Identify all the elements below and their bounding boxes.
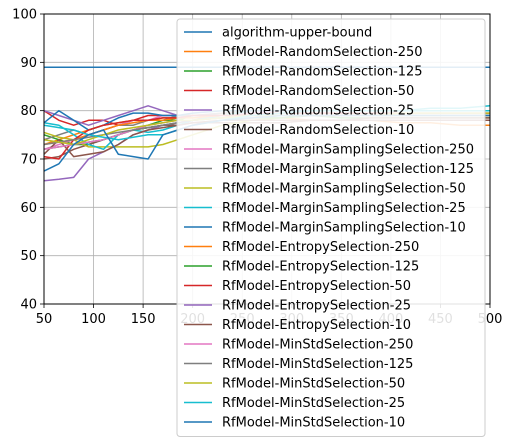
y-tick-label: 100 — [12, 8, 37, 23]
legend-label: RfModel-MarginSamplingSelection-10 — [222, 221, 466, 236]
legend-label: RfModel-MinStdSelection-250 — [222, 338, 413, 353]
legend-box — [176, 18, 486, 437]
legend-label: RfModel-MarginSamplingSelection-125 — [222, 162, 474, 177]
x-tick-label: 150 — [131, 312, 156, 327]
y-tick-label: 60 — [20, 201, 37, 216]
y-tick-label: 90 — [20, 56, 37, 71]
legend-label: RfModel-EntropySelection-250 — [222, 240, 419, 255]
legend-label: RfModel-MinStdSelection-25 — [222, 396, 405, 411]
legend-label: RfModel-EntropySelection-25 — [222, 299, 411, 314]
legend-label: RfModel-RandomSelection-50 — [222, 84, 414, 99]
x-tick-label: 50 — [36, 312, 53, 327]
legend-label: RfModel-RandomSelection-125 — [222, 65, 423, 80]
y-tick-label: 50 — [20, 249, 37, 264]
y-tick-label: 80 — [20, 104, 37, 119]
legend-label: RfModel-MinStdSelection-50 — [222, 377, 405, 392]
legend-label: RfModel-MarginSamplingSelection-50 — [222, 182, 466, 197]
legend: algorithm-upper-bound RfModel-RandomSelec… — [176, 18, 486, 437]
legend-label: RfModel-MinStdSelection-10 — [222, 416, 405, 431]
legend-label: RfModel-EntropySelection-125 — [222, 260, 419, 275]
x-tick-label: 100 — [81, 312, 106, 327]
legend-label: RfModel-EntropySelection-50 — [222, 279, 411, 294]
legend-label: RfModel-MarginSamplingSelection-250 — [222, 143, 474, 158]
legend-label: RfModel-RandomSelection-250 — [222, 45, 423, 60]
y-tick-label: 70 — [20, 153, 37, 168]
legend-label: RfModel-MinStdSelection-125 — [222, 357, 413, 372]
legend-label: RfModel-EntropySelection-10 — [222, 318, 411, 333]
legend-label: RfModel-RandomSelection-10 — [222, 123, 414, 138]
legend-label: RfModel-RandomSelection-25 — [222, 104, 414, 119]
legend-label: algorithm-upper-bound — [222, 26, 372, 41]
y-tick-label: 40 — [20, 298, 37, 313]
legend-label: RfModel-MarginSamplingSelection-25 — [222, 201, 466, 216]
